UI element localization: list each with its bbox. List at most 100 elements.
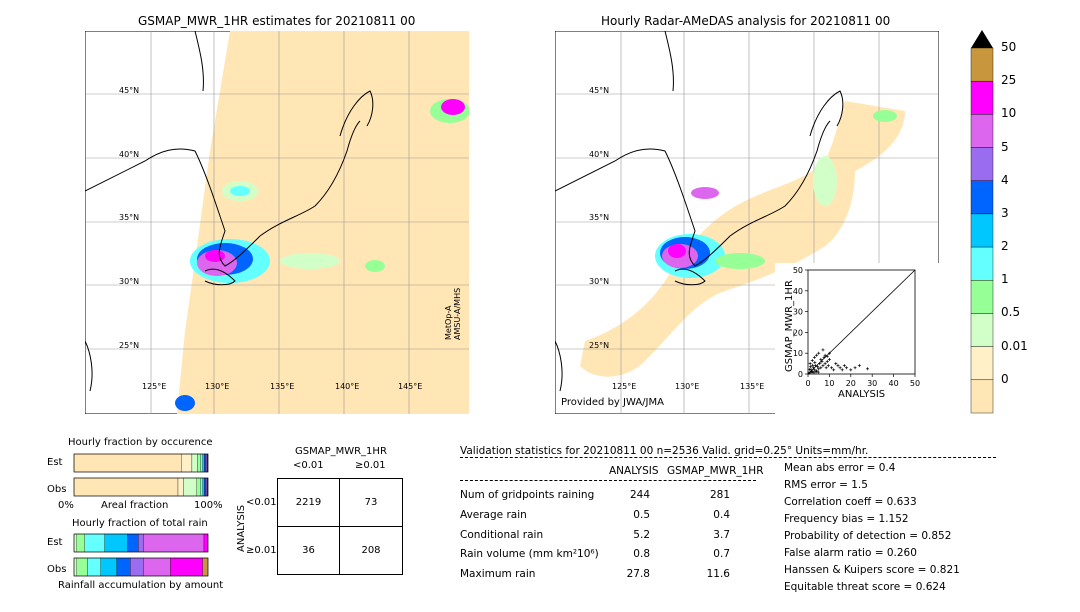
sensor-line-1: MetOp-A [444,305,453,340]
contingency-hline [278,526,402,527]
stacked-segment [177,477,184,497]
scatter-point [808,370,812,374]
occurrence-xlabel: Areal fraction [101,500,169,511]
occurrence-tick-0: 0% [58,500,74,511]
scatter-xtick-label: 10 [824,379,834,388]
stat-row-analysis: 5.2 [633,529,650,541]
scatter-point [813,364,817,368]
stat-row-analysis: 0.8 [633,548,650,560]
colorbar-tick-label: 0.01 [1001,338,1028,353]
score-hk: Hanssen & Kuipers score = 0.821 [784,564,960,576]
colorbar-tick-label: 25 [1001,73,1017,88]
stat-row-gsmap: 0.4 [713,509,730,521]
scatter-point [827,351,831,355]
scatter-point [832,368,836,372]
stacked-segment [116,557,131,577]
scatter-point [840,368,844,372]
scatter-xtick-label: 30 [867,379,877,388]
left-lon-label-135: 135°E [270,382,295,391]
colorbar-block [970,346,994,381]
scatter-point [819,357,823,361]
validation-col-gsmap: GSMAP_MWR_1HR [667,465,764,477]
validation-col-analysis: ANALYSIS [609,465,659,477]
occurrence-title: Hourly fraction by occurence [68,437,213,448]
left-lon-label-130: 130°E [205,382,230,391]
scatter-point [849,368,853,372]
credit-text: Provided by JWA/JMA [561,397,664,408]
scatter-point [826,364,830,368]
score-corr: Correlation coeff = 0.633 [784,496,917,508]
totalrain-est-label: Est [47,537,63,548]
right-lat-label-45: 45°N [589,86,610,95]
occurrence-est-label: Est [47,457,63,468]
scatter-xtick-label: 20 [846,379,856,388]
right-lat-label-30: 30°N [589,277,610,286]
occurrence-tick-100: 100% [194,500,223,511]
stacked-segment [143,557,171,577]
scatter-point [814,370,818,374]
scatter-point [825,360,829,364]
scatter-point [824,366,828,370]
colorbar-block [970,313,994,347]
colorbar-block [970,280,994,314]
scatter-point [825,354,829,358]
scatter-point [808,367,812,371]
colorbar-block [970,180,994,215]
colorbar-extend-arrow [971,30,993,48]
stacked-segment [73,477,179,497]
colorbar-tick-label: 1 [1001,272,1009,287]
scatter-point [822,355,826,359]
stacked-segment [200,453,203,473]
stacked-segment [127,533,139,553]
scatter-ytick-label: 50 [793,266,803,275]
stacked-segment [204,453,206,473]
colorbar-tick-label: 0 [1001,371,1009,386]
occurrence-obs-label: Obs [47,484,67,495]
scatter-point [834,362,838,366]
colorbar-tick-label: 3 [1001,205,1009,220]
scatter-point [821,364,825,368]
totalrain-xlabel: Rainfall accumulation by amount [58,580,224,591]
left-lat-label-45: 45°N [119,86,140,95]
scatter-point [810,370,814,374]
stacked-segment [203,533,209,553]
stacked-segment [73,453,182,473]
colorbar-tick-label: 0.5 [1001,305,1021,320]
left-lon-label-140: 140°E [335,382,360,391]
right-lon-label-130: 130°E [675,382,700,391]
stacked-segment [202,477,205,497]
stacked-segment [87,557,101,577]
totalrain-title: Hourly fraction of total rain [72,518,208,529]
stacked-segment [100,557,118,577]
right-lat-label-25: 25°N [589,341,610,350]
right-lat-label-35: 35°N [589,213,610,222]
contingency-cell-11: 208 [361,545,381,556]
scatter-ytick-label: 20 [793,328,803,337]
colorbar-block [970,147,994,181]
stacked-segment [104,533,128,553]
stat-row-gsmap: 281 [709,489,730,501]
scatter-point [812,355,816,359]
scatter-point [830,366,834,370]
colorbar-tick-label: 5 [1001,139,1009,154]
stat-row-label: Rain volume (mm km²10⁶) [460,548,599,560]
contingency-row-1: <0.01 [246,497,277,508]
stacked-segment [204,477,206,497]
scatter-point [845,366,849,370]
stacked-segment [84,533,105,553]
right-map-title: Hourly Radar-AMeDAS analysis for 2021081… [601,14,891,28]
stacked-segment [170,557,203,577]
scatter-point [820,360,824,364]
stat-row-gsmap: 3.7 [713,529,730,541]
stacked-segment [143,533,205,553]
stat-row-analysis: 0.5 [633,509,650,521]
stat-row-label: Conditional rain [460,529,544,541]
contingency-title: GSMAP_MWR_1HR [295,446,387,457]
sensor-line-2: AMSU-A/MHS [453,287,462,340]
scatter-point [809,365,813,369]
scatter-point [853,366,857,370]
scatter-point [838,366,842,370]
contingency-col-1: <0.01 [293,460,324,471]
colorbar-block [970,80,994,115]
right-lon-label-125: 125°E [612,382,637,391]
